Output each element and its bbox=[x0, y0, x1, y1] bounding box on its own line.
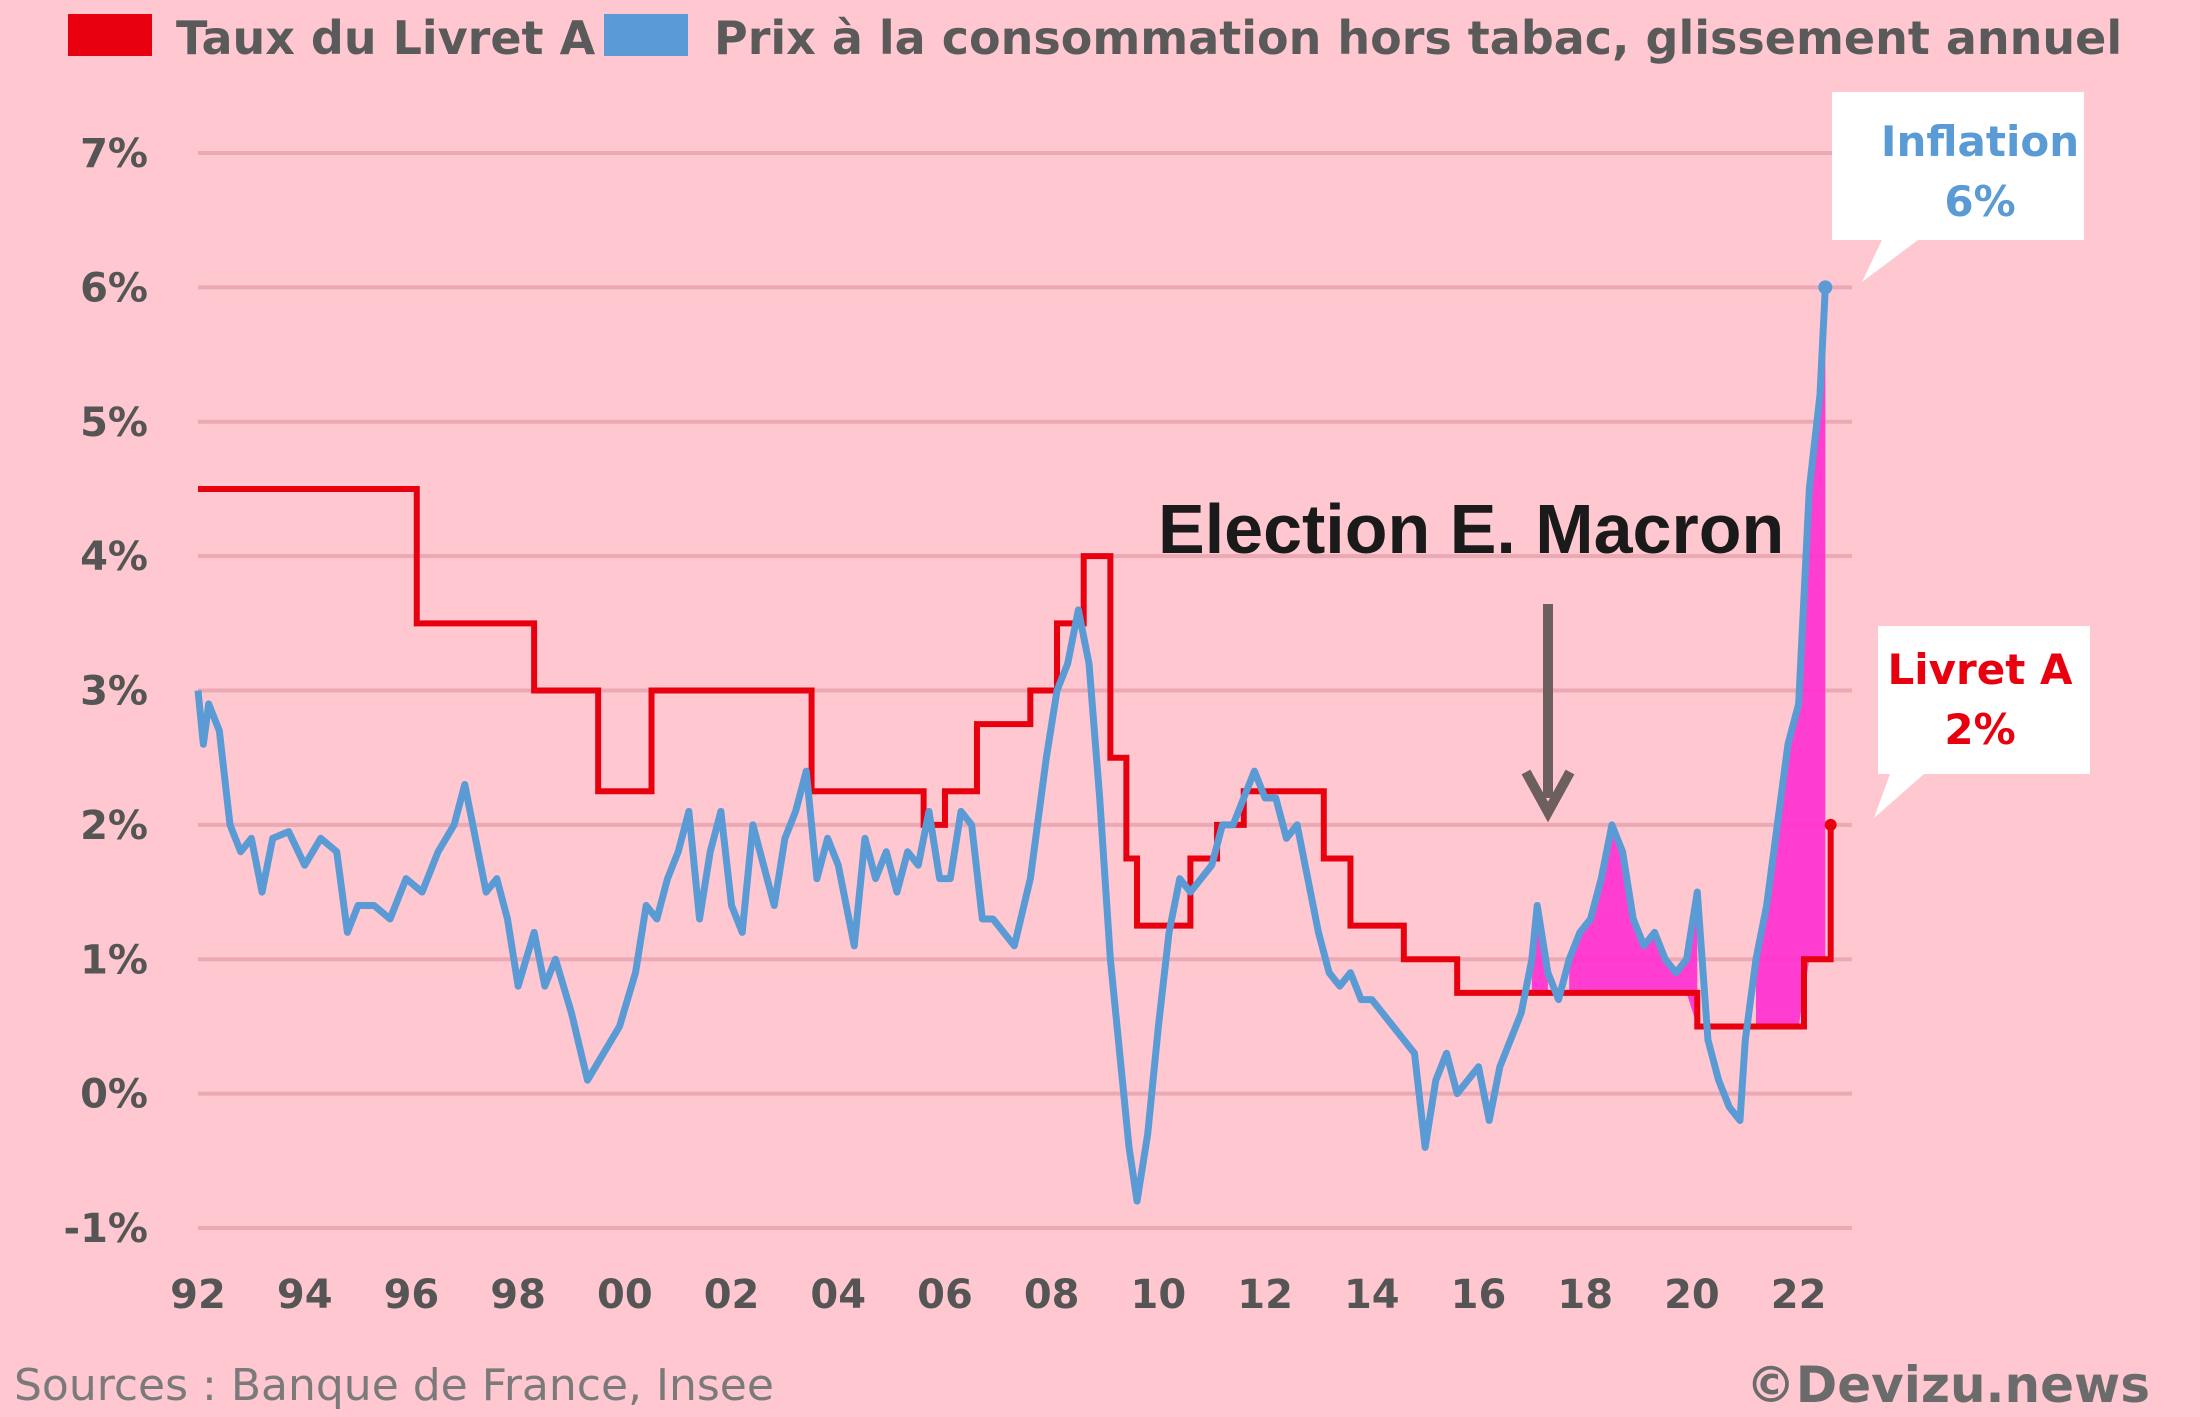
legend-swatch-livret bbox=[68, 14, 152, 56]
livret-callout-value: 2% bbox=[1944, 705, 2015, 754]
legend-swatch-inflation bbox=[604, 14, 688, 56]
inflation-callout: Inflation 6% bbox=[1832, 92, 2084, 282]
livret-endpoint bbox=[1824, 818, 1837, 831]
y-tick-label: 2% bbox=[80, 803, 148, 849]
y-tick-label: 6% bbox=[80, 265, 148, 311]
x-tick-label: 18 bbox=[1557, 1272, 1613, 1318]
legend: Taux du Livret A Prix à la consommation … bbox=[68, 11, 2122, 65]
inflation-excess-fills bbox=[1531, 287, 1826, 1027]
y-tick-label: 4% bbox=[80, 534, 148, 580]
gridlines bbox=[198, 151, 1852, 1230]
y-tick-label: -1% bbox=[63, 1206, 148, 1252]
source-note: Sources : Banque de France, Insee bbox=[14, 1360, 774, 1411]
y-axis-ticks: -1% 0% 1% 2% 3% 4% 5% 6% 7% bbox=[63, 131, 148, 1252]
livret-callout-title: Livret A bbox=[1888, 645, 2073, 694]
x-tick-label: 08 bbox=[1024, 1272, 1080, 1318]
series-lines bbox=[194, 280, 1837, 1205]
inflation-line bbox=[194, 287, 1829, 1205]
y-tick-label: 7% bbox=[80, 131, 148, 177]
x-tick-label: 20 bbox=[1664, 1272, 1720, 1318]
x-tick-label: 14 bbox=[1344, 1272, 1400, 1318]
x-tick-label: 96 bbox=[384, 1272, 440, 1318]
x-tick-label: 10 bbox=[1131, 1272, 1187, 1318]
x-tick-label: 16 bbox=[1451, 1272, 1507, 1318]
excess-fill bbox=[1755, 287, 1826, 1027]
legend-label-inflation: Prix à la consommation hors tabac, gliss… bbox=[714, 11, 2122, 65]
election-label: Election E. Macron bbox=[1158, 490, 1784, 568]
x-tick-label: 98 bbox=[490, 1272, 546, 1318]
x-tick-label: 92 bbox=[170, 1272, 226, 1318]
y-tick-label: 0% bbox=[80, 1072, 148, 1118]
legend-label-livret: Taux du Livret A bbox=[176, 11, 596, 65]
inflation-callout-title: Inflation bbox=[1881, 117, 2079, 166]
inflation-callout-value: 6% bbox=[1944, 177, 2015, 226]
livret-a-line bbox=[198, 485, 1834, 1030]
y-tick-label: 3% bbox=[80, 669, 148, 715]
x-tick-label: 00 bbox=[597, 1272, 653, 1318]
y-tick-label: 5% bbox=[80, 400, 148, 446]
x-tick-label: 02 bbox=[704, 1272, 760, 1318]
livret-callout: Livret A 2% bbox=[1874, 626, 2090, 818]
x-tick-label: 04 bbox=[810, 1272, 866, 1318]
x-tick-label: 06 bbox=[917, 1272, 973, 1318]
credit-watermark: ©Devizu.news bbox=[1746, 1356, 2150, 1414]
election-arrow bbox=[1521, 604, 1575, 823]
inflation-endpoint bbox=[1818, 280, 1833, 295]
x-axis-ticks: 92 94 96 98 00 02 04 06 08 10 12 14 16 18 20 22 bbox=[170, 1272, 1826, 1318]
x-tick-label: 12 bbox=[1237, 1272, 1293, 1318]
x-tick-label: 22 bbox=[1771, 1272, 1827, 1318]
x-tick-label: 94 bbox=[277, 1272, 333, 1318]
y-tick-label: 1% bbox=[80, 937, 148, 983]
